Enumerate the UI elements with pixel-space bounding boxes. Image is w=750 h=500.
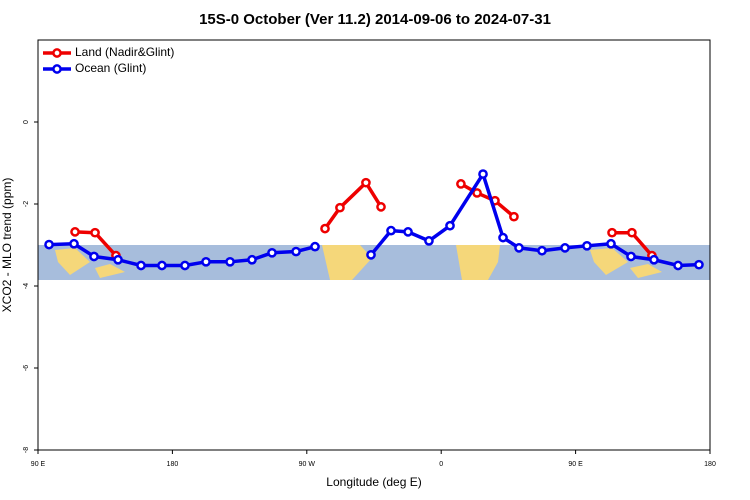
- y-tick-label: 0: [23, 120, 30, 124]
- y-tick-label: -2: [23, 201, 30, 207]
- data-point: [89, 251, 99, 262]
- data-point: [537, 245, 547, 256]
- x-tick-label: 90 W: [299, 461, 316, 468]
- legend-swatch: [52, 48, 62, 58]
- data-point: [366, 249, 376, 260]
- data-point: [478, 169, 488, 179]
- data-point: [310, 241, 320, 252]
- x-tick-label: 180: [167, 461, 179, 468]
- data-point: [201, 256, 211, 267]
- data-point: [69, 238, 79, 249]
- x-tick-label: 180: [704, 461, 716, 468]
- data-point: [320, 223, 330, 234]
- data-point: [70, 227, 80, 237]
- data-point: [291, 246, 301, 257]
- data-point: [498, 232, 508, 243]
- data-point: [247, 254, 257, 265]
- x-tick-label: 90 E: [568, 461, 583, 468]
- data-point: [514, 243, 524, 253]
- legend-label: Land (Nadir&Glint): [75, 45, 174, 59]
- x-tick-label: 0: [439, 461, 443, 468]
- data-point: [445, 220, 455, 231]
- data-point: [403, 227, 413, 237]
- data-point: [361, 177, 371, 188]
- data-point: [44, 239, 54, 250]
- x-axis-label: Longitude (deg E): [326, 475, 421, 489]
- data-point: [456, 179, 466, 189]
- data-point: [607, 227, 617, 238]
- chart-title: 15S-0 October (Ver 11.2) 2014-09-06 to 2…: [199, 11, 551, 28]
- data-point: [509, 211, 519, 222]
- data-point: [673, 260, 683, 271]
- data-point: [90, 227, 100, 238]
- y-tick-label: -4: [23, 283, 30, 289]
- y-axis-label: XCO2 - MLO trend (ppm): [0, 178, 14, 313]
- data-point: [180, 260, 190, 271]
- data-point: [157, 260, 167, 271]
- data-point: [376, 202, 386, 212]
- data-point: [582, 240, 592, 251]
- data-point: [606, 238, 616, 249]
- x-tick-label: 90 E: [31, 461, 46, 468]
- plot-frame: [37, 39, 711, 451]
- data-point: [225, 256, 235, 267]
- y-tick-label: -8: [23, 447, 30, 453]
- data-point: [472, 188, 482, 198]
- data-point: [626, 251, 636, 262]
- data-point: [560, 243, 570, 253]
- data-point: [267, 247, 277, 258]
- data-point: [386, 225, 396, 236]
- legend-swatch: [52, 64, 62, 74]
- data-point: [627, 227, 637, 238]
- data-point: [694, 259, 704, 270]
- data-point: [649, 254, 659, 265]
- y-tick-label: -6: [23, 365, 30, 371]
- data-point: [424, 236, 434, 246]
- data-point: [335, 202, 345, 213]
- data-point: [136, 260, 146, 271]
- data-point: [113, 254, 123, 265]
- legend-label: Ocean (Glint): [75, 61, 146, 75]
